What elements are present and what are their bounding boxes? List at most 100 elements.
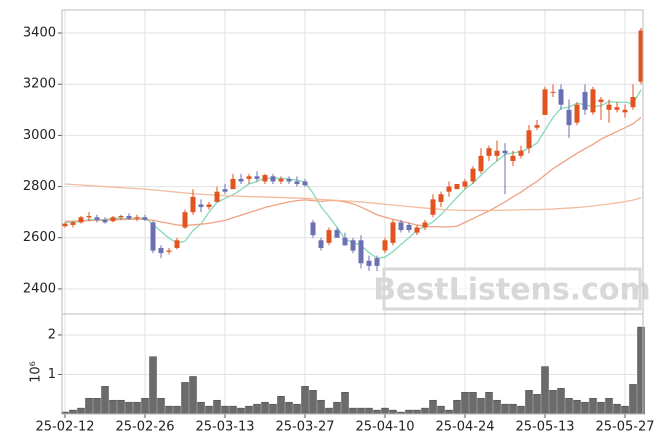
candle-body bbox=[382, 240, 388, 251]
y-tick-label: 2600 bbox=[23, 230, 56, 245]
candle-body bbox=[366, 260, 372, 266]
candle-body bbox=[542, 89, 548, 115]
volume-bar bbox=[277, 396, 285, 415]
x-tick-label: 25-04-24 bbox=[435, 420, 494, 435]
volume-bar bbox=[293, 403, 301, 415]
volume-bar bbox=[541, 366, 549, 415]
candle-body bbox=[566, 109, 572, 126]
volume-bar bbox=[205, 405, 213, 415]
volume-bar bbox=[237, 407, 245, 415]
volume-bar bbox=[501, 403, 509, 415]
candle-body bbox=[502, 150, 508, 154]
x-tick-label: 25-02-26 bbox=[115, 420, 174, 435]
moving-average-line bbox=[65, 116, 642, 228]
volume-bar bbox=[389, 409, 397, 415]
volume-bar bbox=[189, 376, 197, 415]
x-tick-label: 25-03-13 bbox=[195, 420, 254, 435]
candle-body bbox=[214, 191, 220, 202]
volume-bar bbox=[589, 397, 597, 415]
volume-bar bbox=[317, 399, 325, 415]
volume-bar bbox=[213, 399, 221, 415]
volume-bar bbox=[629, 384, 637, 415]
volume-bar bbox=[597, 401, 605, 415]
candle-body bbox=[630, 97, 636, 108]
volume-bar bbox=[477, 397, 485, 415]
candle-body bbox=[270, 176, 276, 182]
candle-body bbox=[318, 240, 324, 248]
candle-body bbox=[110, 217, 116, 222]
candle-body bbox=[238, 178, 244, 182]
volume-bar bbox=[85, 397, 93, 415]
volume-bar bbox=[341, 392, 349, 415]
plot-frame bbox=[61, 313, 644, 415]
candle-body bbox=[574, 104, 580, 123]
candle-body bbox=[142, 217, 148, 220]
y-tick-label: 3200 bbox=[23, 77, 56, 92]
candle-body bbox=[470, 168, 476, 182]
candle-body bbox=[430, 199, 436, 215]
candle-body bbox=[190, 196, 196, 213]
candle-body bbox=[62, 223, 68, 227]
volume-bar bbox=[373, 409, 381, 415]
candle-body bbox=[606, 104, 612, 110]
candle-body bbox=[254, 176, 260, 179]
candle-body bbox=[534, 125, 540, 128]
candle-body bbox=[86, 215, 92, 218]
candle-body bbox=[526, 130, 532, 149]
candle-body bbox=[598, 99, 604, 103]
y-tick-label: 3000 bbox=[23, 128, 56, 143]
y-tick-label: 3400 bbox=[23, 26, 56, 41]
candle-body bbox=[310, 222, 316, 236]
y-tick-label: 2400 bbox=[23, 281, 56, 296]
volume-bar bbox=[413, 409, 421, 415]
candle-body bbox=[102, 219, 108, 223]
candle-body bbox=[286, 178, 292, 182]
volume-bar bbox=[173, 405, 181, 415]
x-tick-label: 25-05-13 bbox=[515, 420, 574, 435]
candle-body bbox=[126, 215, 132, 219]
volume-bar bbox=[325, 407, 333, 415]
volume-bar bbox=[125, 401, 133, 415]
candle-body bbox=[230, 178, 236, 190]
volume-bar bbox=[405, 409, 413, 415]
volume-bar bbox=[157, 397, 165, 415]
candle-body bbox=[558, 89, 564, 105]
y-tick-label: 1 bbox=[48, 367, 56, 382]
volume-bar bbox=[333, 401, 341, 415]
candle-body bbox=[174, 240, 180, 248]
candle-body bbox=[158, 247, 164, 254]
volume-bar bbox=[133, 401, 141, 415]
volume-bar bbox=[253, 403, 261, 415]
candle-body bbox=[342, 237, 348, 246]
candle-body bbox=[350, 240, 356, 251]
volume-bar bbox=[525, 390, 533, 415]
volume-bar bbox=[565, 397, 573, 415]
candle-body bbox=[582, 91, 588, 110]
candle-body bbox=[478, 155, 484, 172]
volume-bar bbox=[549, 390, 557, 415]
candle-body bbox=[206, 204, 212, 208]
candle-body bbox=[518, 150, 524, 156]
volume-bar bbox=[301, 386, 309, 415]
volume-bar bbox=[613, 403, 621, 415]
candle-body bbox=[294, 181, 300, 185]
volume-bar bbox=[533, 394, 541, 415]
volume-bar bbox=[181, 382, 189, 415]
volume-bar bbox=[493, 399, 501, 415]
candle-body bbox=[326, 230, 332, 243]
volume-offset-label: 10⁶ bbox=[29, 361, 44, 383]
candle-body bbox=[278, 178, 284, 182]
candle-body bbox=[166, 250, 172, 252]
volume-bar bbox=[285, 401, 293, 415]
candle-body bbox=[334, 230, 340, 238]
volume-bar bbox=[469, 392, 477, 415]
volume-bar bbox=[245, 405, 253, 415]
candle-body bbox=[302, 181, 308, 186]
candle-body bbox=[70, 222, 76, 225]
candle-body bbox=[438, 194, 444, 202]
watermark-box: BestListens.com bbox=[373, 267, 651, 311]
volume-bar bbox=[197, 401, 205, 415]
volume-bar bbox=[165, 405, 173, 415]
volume-bar bbox=[117, 399, 125, 415]
